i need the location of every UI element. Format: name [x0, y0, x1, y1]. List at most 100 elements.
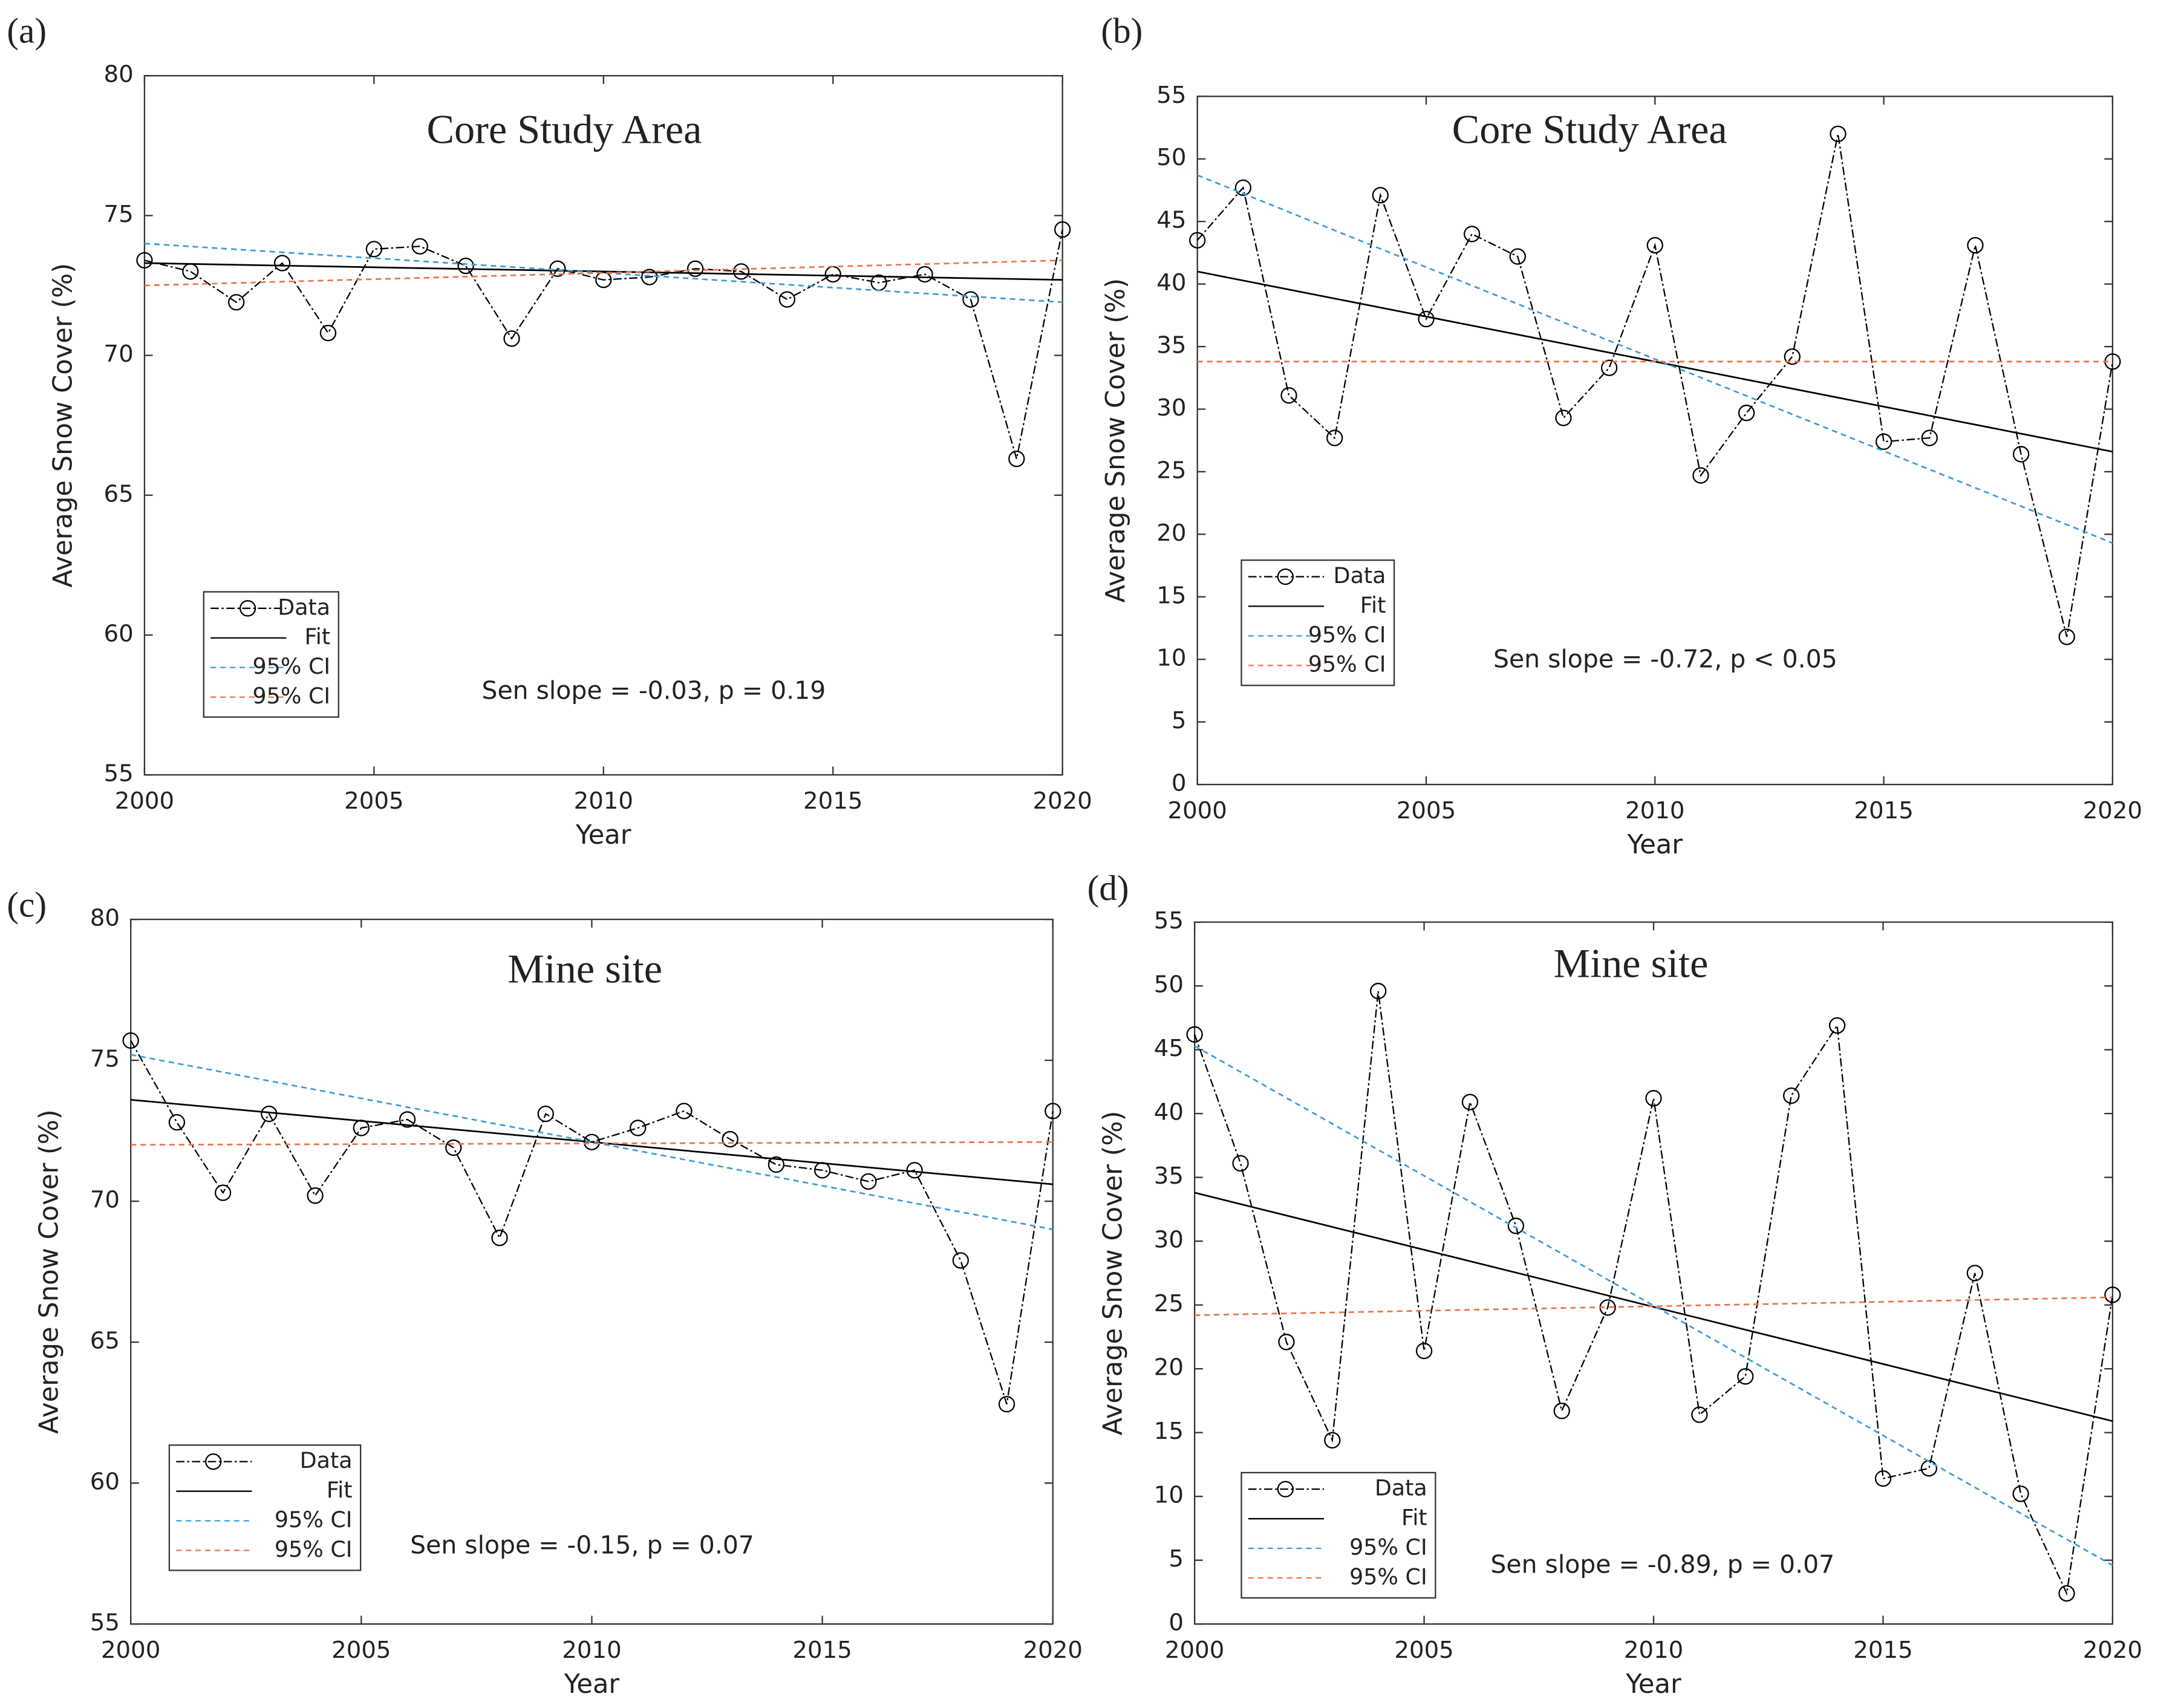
- data-point: [1507, 1217, 1525, 1234]
- legend-label: Fit: [1401, 1505, 1427, 1531]
- data-point: [1691, 1406, 1708, 1423]
- legend-marker: [1277, 568, 1294, 585]
- panel-label: (c): [7, 884, 47, 924]
- panel-label: (b): [1101, 11, 1143, 51]
- series-line: [1194, 991, 2114, 1596]
- data-point: [1738, 405, 1755, 422]
- data-point: [399, 1111, 416, 1128]
- data-point: [952, 1252, 969, 1269]
- chart-panel: (c) 55 60 65 70 75 80 2000 2005 2010 2015 2020 Year A…: [7, 884, 1083, 1700]
- y-axis-label: Average Snow Cover (%): [48, 263, 78, 588]
- legend-label: Data: [1334, 562, 1386, 588]
- data-point: [1232, 1155, 1249, 1172]
- series-line: [130, 1054, 1054, 1231]
- legend-label: Fit: [304, 624, 330, 650]
- data-point: [2104, 1286, 2121, 1303]
- data-point: [1874, 1470, 1892, 1487]
- data-point: [768, 1156, 785, 1173]
- legend-marker: [1277, 1481, 1294, 1498]
- series-line: [144, 262, 1063, 281]
- x-tick-label: 2005: [1394, 1637, 1453, 1664]
- x-tick-label: 2020: [1023, 1637, 1083, 1664]
- legend-label: Fit: [1360, 592, 1386, 618]
- data-point: [1418, 310, 1435, 328]
- annotation: Sen slope = -0.72, p < 0.05: [1493, 644, 1837, 673]
- data-point: [1921, 429, 1938, 446]
- annotation: Sen slope = -0.03, p = 0.19: [481, 676, 826, 705]
- legend-label: 95% CI: [275, 1507, 353, 1533]
- legend-label: 95% CI: [1349, 1534, 1427, 1560]
- chart-panel: (d) 0 5 10 15 20 25 30 35 40 45 50 55 2000 2005 2010 201…: [1087, 868, 2142, 1700]
- legend-label: Data: [300, 1447, 353, 1473]
- data-point: [1189, 232, 1206, 249]
- data-point: [457, 257, 474, 275]
- chart-panel: (a) 55 60 65 70 75 80 2000 2005 2010 2015 2020 Year A…: [7, 11, 1092, 851]
- y-tick-label: 50: [1156, 144, 1186, 171]
- legend-box: [1240, 1472, 1436, 1599]
- chart-title: Mine site: [507, 946, 662, 992]
- data-point: [1054, 221, 1071, 238]
- x-tick-label: 2000: [101, 1637, 160, 1664]
- x-tick-label: 2010: [562, 1637, 621, 1664]
- x-axis-label: Year: [1627, 830, 1683, 860]
- legend-label: 95% CI: [1349, 1563, 1427, 1589]
- data-point: [136, 252, 153, 269]
- y-tick-label: 80: [104, 61, 134, 88]
- legend-label: Data: [278, 594, 330, 620]
- data-point: [2058, 628, 2075, 645]
- series-line: [144, 259, 1063, 287]
- annotation: Sen slope = -0.89, p = 0.07: [1490, 1550, 1834, 1579]
- y-tick-label: 80: [90, 905, 120, 932]
- data-point: [228, 294, 245, 311]
- series-line: [131, 1098, 1053, 1185]
- legend-label: 95% CI: [253, 683, 331, 709]
- x-tick-label: 2005: [331, 1637, 391, 1664]
- y-tick-label: 35: [1154, 1162, 1184, 1190]
- y-tick-label: 55: [90, 1609, 120, 1637]
- y-tick-label: 65: [104, 480, 134, 507]
- x-tick-label: 2015: [1854, 797, 1913, 824]
- y-tick-label: 60: [90, 1468, 120, 1496]
- x-axis-label: Year: [575, 820, 631, 850]
- legend-label: Fit: [327, 1477, 353, 1503]
- y-tick-label: 5: [1169, 1545, 1184, 1573]
- data-point: [962, 291, 979, 308]
- series-line: [144, 243, 1063, 304]
- y-tick-label: 30: [1156, 394, 1186, 422]
- data-point: [1415, 1342, 1433, 1360]
- legend: Data Fit 95% CI 95% CI: [168, 1444, 362, 1571]
- data-point: [273, 255, 291, 272]
- y-axis-label: Average Snow Cover (%): [1098, 1111, 1129, 1436]
- data-point: [1828, 1017, 1846, 1034]
- chart-title: Core Study Area: [1452, 106, 1727, 152]
- y-tick-label: 55: [1154, 907, 1184, 934]
- y-tick-label: 40: [1154, 1099, 1184, 1126]
- x-tick-label: 2000: [115, 787, 174, 815]
- y-tick-label: 10: [1154, 1482, 1184, 1509]
- x-tick-label: 2010: [1625, 797, 1684, 824]
- data-point: [168, 1113, 186, 1131]
- data-point: [1370, 982, 1387, 1000]
- series-line: [1194, 1191, 2113, 1422]
- legend-marker: [239, 600, 256, 617]
- x-tick-label: 2005: [344, 787, 403, 815]
- y-tick-label: 40: [1156, 269, 1186, 296]
- legend-label: 95% CI: [253, 653, 331, 679]
- y-tick-label: 75: [104, 201, 134, 228]
- data-point: [1464, 226, 1481, 243]
- data-point: [214, 1184, 232, 1201]
- y-tick-label: 30: [1154, 1227, 1184, 1254]
- x-tick-label: 2015: [1853, 1637, 1912, 1664]
- data-point: [1324, 1432, 1341, 1449]
- x-tick-label: 2015: [803, 787, 862, 815]
- legend-label: 95% CI: [275, 1536, 353, 1562]
- legend-box: [203, 591, 339, 718]
- legend: Data Fit 95% CI 95% CI: [1240, 559, 1395, 686]
- data-point: [722, 1130, 738, 1148]
- x-tick-label: 2010: [574, 787, 633, 815]
- data-point: [1784, 348, 1801, 365]
- data-point: [1280, 387, 1297, 404]
- y-tick-label: 50: [1154, 971, 1184, 999]
- y-tick-label: 15: [1154, 1418, 1184, 1445]
